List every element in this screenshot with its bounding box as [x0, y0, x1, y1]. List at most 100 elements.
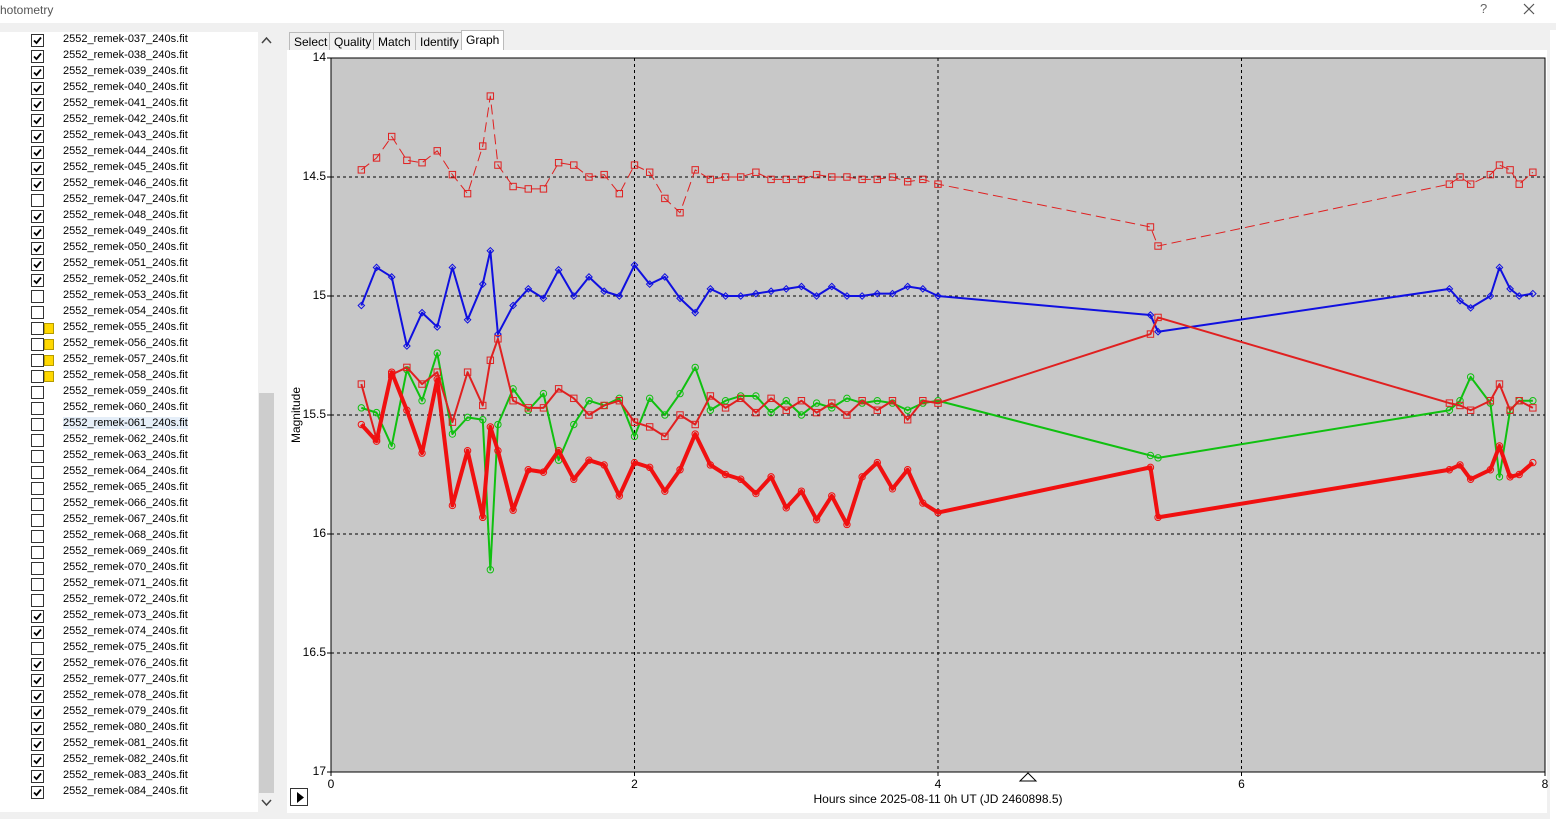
tab[interactable]: Identify — [415, 32, 464, 50]
file-name[interactable]: 2552_remek-072_240s.fit — [63, 593, 188, 605]
file-name[interactable]: 2552_remek-048_240s.fit — [63, 209, 188, 221]
checkbox[interactable] — [31, 210, 44, 223]
checkbox[interactable] — [31, 482, 44, 495]
checkbox[interactable] — [31, 418, 44, 431]
file-name[interactable]: 2552_remek-058_240s.fit — [63, 369, 188, 381]
checkbox[interactable] — [31, 434, 44, 447]
file-name[interactable]: 2552_remek-037_240s.fit — [63, 33, 188, 45]
checkbox[interactable] — [31, 66, 44, 79]
checkbox[interactable] — [31, 722, 44, 735]
checkbox[interactable] — [31, 530, 44, 543]
tab[interactable]: Match — [373, 32, 416, 50]
checkbox[interactable] — [31, 306, 44, 319]
file-name[interactable]: 2552_remek-069_240s.fit — [63, 545, 188, 557]
checkbox[interactable] — [31, 626, 44, 639]
help-button[interactable]: ? — [1480, 1, 1488, 16]
file-name[interactable]: 2552_remek-055_240s.fit — [63, 321, 188, 333]
checkbox[interactable] — [31, 770, 44, 783]
checkbox[interactable] — [31, 162, 44, 175]
checkbox[interactable] — [31, 130, 44, 143]
checkbox[interactable] — [31, 690, 44, 703]
file-name[interactable]: 2552_remek-084_240s.fit — [63, 785, 188, 797]
file-name[interactable]: 2552_remek-071_240s.fit — [63, 577, 188, 589]
checkbox[interactable] — [31, 450, 44, 463]
file-name[interactable]: 2552_remek-039_240s.fit — [63, 65, 188, 77]
file-name[interactable]: 2552_remek-065_240s.fit — [63, 481, 188, 493]
checkbox[interactable] — [31, 178, 44, 191]
checkbox[interactable] — [31, 82, 44, 95]
checkbox[interactable] — [31, 610, 44, 623]
checkbox[interactable] — [31, 354, 44, 367]
play-button[interactable] — [290, 788, 308, 806]
checkbox[interactable] — [31, 194, 44, 207]
file-name[interactable]: 2552_remek-040_240s.fit — [63, 81, 188, 93]
file-name[interactable]: 2552_remek-046_240s.fit — [63, 177, 188, 189]
file-name[interactable]: 2552_remek-081_240s.fit — [63, 737, 188, 749]
checkbox[interactable] — [31, 98, 44, 111]
file-name[interactable]: 2552_remek-049_240s.fit — [63, 225, 188, 237]
checkbox[interactable] — [31, 258, 44, 271]
file-name[interactable]: 2552_remek-050_240s.fit — [63, 241, 188, 253]
file-name[interactable]: 2552_remek-067_240s.fit — [63, 513, 188, 525]
file-name[interactable]: 2552_remek-054_240s.fit — [63, 305, 188, 317]
file-name[interactable]: 2552_remek-076_240s.fit — [63, 657, 188, 669]
close-button[interactable] — [1518, 0, 1540, 18]
file-name[interactable]: 2552_remek-051_240s.fit — [63, 257, 188, 269]
tab[interactable]: Quality — [329, 32, 377, 50]
checkbox[interactable] — [31, 786, 44, 799]
file-name[interactable]: 2552_remek-038_240s.fit — [63, 49, 188, 61]
checkbox[interactable] — [31, 338, 44, 351]
checkbox[interactable] — [31, 242, 44, 255]
tab[interactable]: Graph — [461, 30, 505, 50]
checkbox[interactable] — [31, 658, 44, 671]
scroll-thumb[interactable] — [259, 393, 274, 793]
file-name[interactable]: 2552_remek-080_240s.fit — [63, 721, 188, 733]
checkbox[interactable] — [31, 402, 44, 415]
file-name[interactable]: 2552_remek-066_240s.fit — [63, 497, 188, 509]
checkbox[interactable] — [31, 578, 44, 591]
file-name[interactable]: 2552_remek-083_240s.fit — [63, 769, 188, 781]
file-name[interactable]: 2552_remek-056_240s.fit — [63, 337, 188, 349]
checkbox[interactable] — [31, 50, 44, 63]
file-name[interactable]: 2552_remek-041_240s.fit — [63, 97, 188, 109]
checkbox[interactable] — [31, 642, 44, 655]
file-name[interactable]: 2552_remek-043_240s.fit — [63, 129, 188, 141]
checkbox[interactable] — [31, 546, 44, 559]
file-name[interactable]: 2552_remek-061_240s.fit — [63, 417, 188, 429]
file-name[interactable]: 2552_remek-077_240s.fit — [63, 673, 188, 685]
file-name[interactable]: 2552_remek-063_240s.fit — [63, 449, 188, 461]
file-name[interactable]: 2552_remek-079_240s.fit — [63, 705, 188, 717]
file-name[interactable]: 2552_remek-073_240s.fit — [63, 609, 188, 621]
file-name[interactable]: 2552_remek-062_240s.fit — [63, 433, 188, 445]
file-name[interactable]: 2552_remek-042_240s.fit — [63, 113, 188, 125]
checkbox[interactable] — [31, 466, 44, 479]
checkbox[interactable] — [31, 738, 44, 751]
checkbox[interactable] — [31, 146, 44, 159]
checkbox[interactable] — [31, 114, 44, 127]
file-name[interactable]: 2552_remek-060_240s.fit — [63, 401, 188, 413]
file-name[interactable]: 2552_remek-064_240s.fit — [63, 465, 188, 477]
file-name[interactable]: 2552_remek-068_240s.fit — [63, 529, 188, 541]
checkbox[interactable] — [31, 274, 44, 287]
file-name[interactable]: 2552_remek-057_240s.fit — [63, 353, 188, 365]
checkbox[interactable] — [31, 674, 44, 687]
checkbox[interactable] — [31, 34, 44, 47]
checkbox[interactable] — [31, 514, 44, 527]
file-name[interactable]: 2552_remek-045_240s.fit — [63, 161, 188, 173]
checkbox[interactable] — [31, 706, 44, 719]
file-name[interactable]: 2552_remek-047_240s.fit — [63, 193, 188, 205]
checkbox[interactable] — [31, 322, 44, 335]
checkbox[interactable] — [31, 594, 44, 607]
file-name[interactable]: 2552_remek-052_240s.fit — [63, 273, 188, 285]
file-name[interactable]: 2552_remek-082_240s.fit — [63, 753, 188, 765]
file-name[interactable]: 2552_remek-044_240s.fit — [63, 145, 188, 157]
checkbox[interactable] — [31, 562, 44, 575]
file-name[interactable]: 2552_remek-075_240s.fit — [63, 641, 188, 653]
file-name[interactable]: 2552_remek-074_240s.fit — [63, 625, 188, 637]
checkbox[interactable] — [31, 386, 44, 399]
file-name[interactable]: 2552_remek-059_240s.fit — [63, 385, 188, 397]
checkbox[interactable] — [31, 498, 44, 511]
checkbox[interactable] — [31, 226, 44, 239]
file-name[interactable]: 2552_remek-078_240s.fit — [63, 689, 188, 701]
tab[interactable]: Select — [289, 32, 333, 50]
